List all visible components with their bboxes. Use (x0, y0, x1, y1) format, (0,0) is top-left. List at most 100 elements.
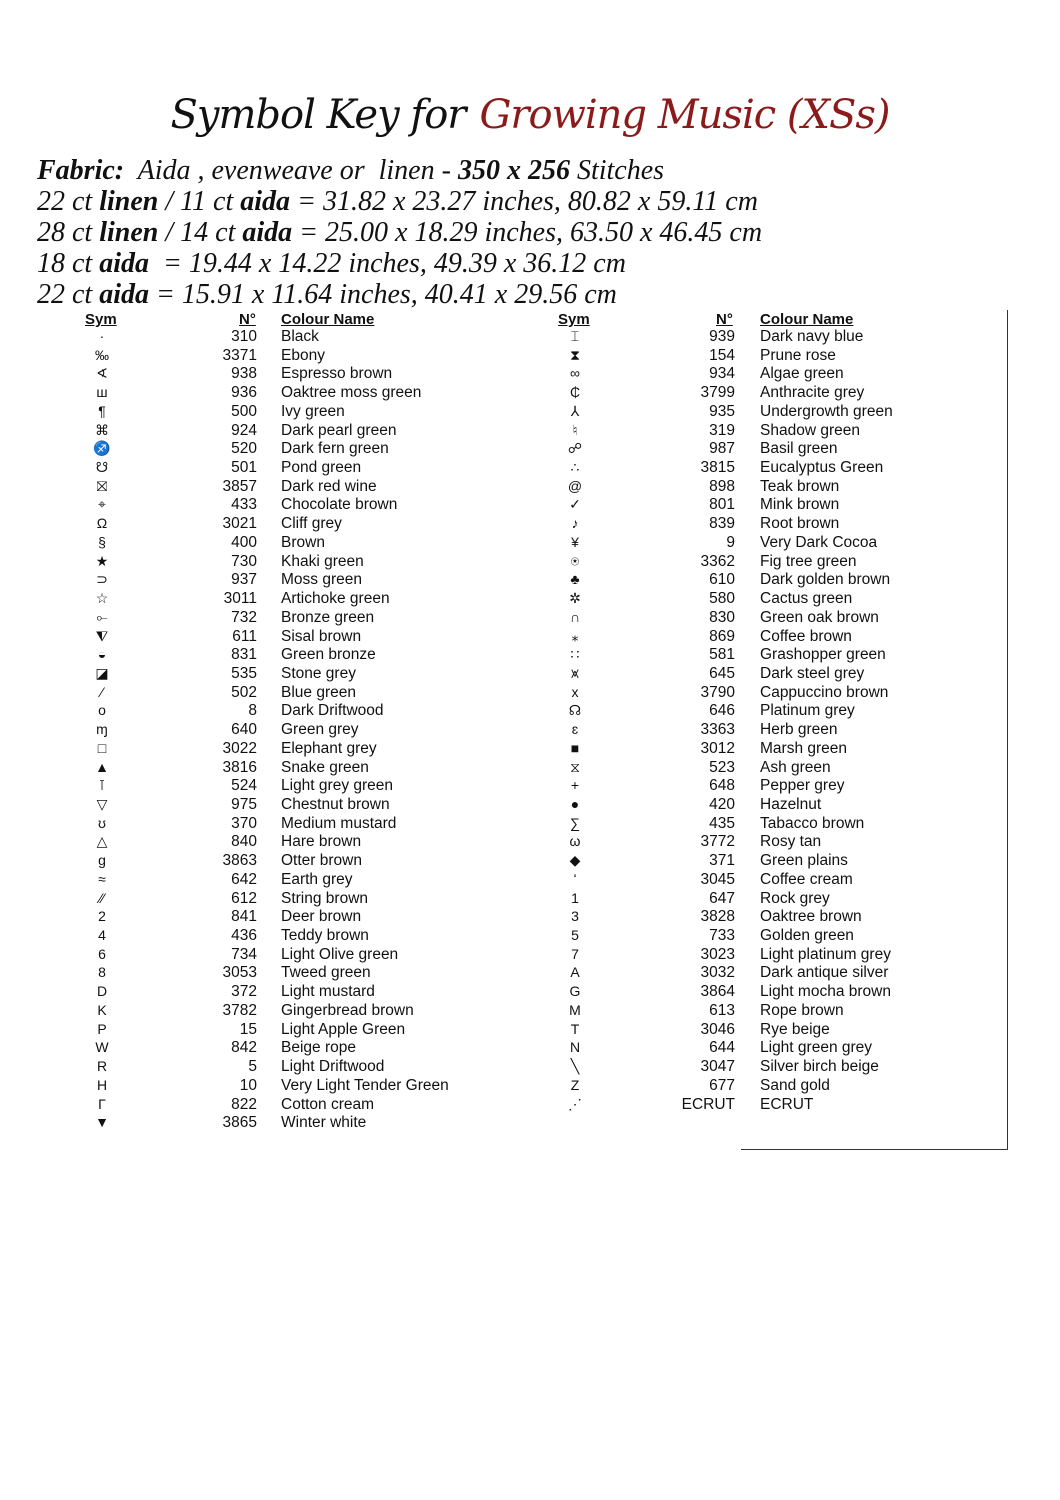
symbol: ♐ (93, 440, 111, 457)
symbol: o (98, 702, 106, 719)
symbol: x (571, 683, 579, 700)
colour-name: Moss green (281, 571, 362, 589)
symbol: ♣ (570, 571, 580, 588)
colour-name: Dark Driftwood (281, 702, 384, 720)
colour-number: 3828 (700, 908, 735, 926)
symbol: M (569, 1001, 581, 1018)
colour-name: Shadow green (760, 421, 860, 439)
symbol: 2 (98, 908, 106, 925)
header-name-right: Colour Name (760, 311, 854, 328)
colour-number: 420 (709, 796, 735, 813)
symbol: D (96, 983, 108, 1000)
symbol: 1 (571, 889, 579, 906)
colour-name: Light mocha brown (760, 983, 891, 1001)
colour-name: Anthracite grey (760, 384, 865, 402)
colour-number: 610 (709, 571, 735, 589)
symbol: 8 (98, 964, 106, 981)
fabric-text: 28 ct (37, 217, 100, 248)
symbol: ╲ (570, 1058, 580, 1075)
symbol: N (569, 1039, 581, 1056)
colour-name: Coffee cream (760, 870, 853, 888)
colour-number: 9 (726, 533, 735, 551)
colour-name: Pond green (281, 459, 362, 477)
colour-number: 3863 (222, 852, 257, 870)
colour-name: Tweed green (281, 964, 371, 982)
colour-name: Mink brown (760, 496, 840, 514)
colour-number: 830 (709, 608, 735, 626)
colour-name: Snake green (281, 758, 369, 776)
symbol: ⌖ (98, 496, 106, 513)
symbol: ⟜ (96, 608, 108, 625)
symbol: ⅄ (570, 402, 580, 419)
colour-name: Grashopper green (760, 646, 886, 664)
symbol: Z (570, 1076, 580, 1093)
colour-number: 523 (709, 758, 735, 776)
colour-number: 644 (709, 1039, 735, 1057)
colour-name: Oaktree moss green (281, 384, 422, 402)
colour-name: Green grey (281, 721, 359, 739)
symbol: H (96, 1076, 108, 1093)
colour-name: Green plains (760, 852, 848, 870)
title-pattern-name: Growing Music (XSs) (479, 92, 890, 138)
symbol: ★ (95, 552, 109, 569)
colour-name: Dark antique silver (760, 964, 889, 982)
colour-number: 3047 (700, 1058, 735, 1076)
colour-number: 822 (231, 1095, 257, 1113)
colour-name: Oaktree brown (760, 908, 862, 926)
symbol: ∢ (96, 365, 108, 382)
colour-number: 580 (709, 590, 735, 608)
symbol: 4 (98, 927, 106, 944)
symbol: ∞ (570, 365, 580, 382)
symbol: P (97, 1020, 107, 1037)
colour-name: Khaki green (281, 552, 364, 570)
symbol: ʊ (98, 814, 106, 831)
symbol: 7 (571, 945, 579, 962)
fabric-line: Fabric: Aida , evenweave or linen - 350 … (37, 155, 664, 186)
colour-number: 936 (231, 384, 257, 402)
colour-name: Rope brown (760, 1001, 844, 1019)
fabric-text: aida (242, 217, 293, 248)
symbol: + (570, 777, 580, 794)
fabric-text: / 14 ct (158, 217, 243, 248)
colour-name: Ivy green (281, 402, 345, 420)
colour-number: 500 (231, 402, 257, 420)
colour-name: Dark red wine (281, 477, 377, 495)
symbol: ▼ (95, 1114, 109, 1131)
colour-name: Green oak brown (760, 608, 879, 626)
fabric-text: 22 ct (37, 279, 100, 310)
symbol: Γ (98, 1095, 106, 1112)
symbol: K (97, 1001, 107, 1018)
colour-name: Dark golden brown (760, 571, 891, 589)
colour-name: Light Olive green (281, 945, 399, 963)
colour-number: 3362 (700, 552, 735, 570)
colour-number: 869 (709, 627, 735, 645)
fabric-text: = 31.82 x 23.27 inches, 80.82 x 59.11 cm (290, 186, 758, 217)
colour-name: Cappuccino brown (760, 683, 889, 701)
symbol: △ (96, 833, 108, 850)
colour-name: Ash green (760, 758, 831, 776)
colour-number: 648 (709, 777, 735, 795)
colour-number: ECRUT (681, 1095, 735, 1113)
fabric-line: 22 ct linen / 11 ct aida = 31.82 x 23.27… (37, 186, 758, 217)
border-line-vertical (1007, 310, 1008, 1150)
colour-number: 5 (248, 1058, 257, 1076)
colour-number: 801 (709, 496, 735, 514)
colour-name: Tabacco brown (760, 814, 865, 832)
symbol: □ (97, 739, 107, 756)
colour-number: 3046 (700, 1020, 735, 1038)
symbol: ⍟ (570, 552, 580, 569)
colour-name: Fig tree green (760, 552, 857, 570)
colour-number: 8 (248, 702, 257, 720)
colour-number: 612 (231, 889, 257, 907)
colour-name: Undergrowth green (760, 402, 893, 420)
symbol: ☆ (95, 590, 109, 607)
colour-number: 841 (231, 908, 257, 926)
colour-number: 613 (709, 1001, 735, 1019)
colour-name: Sand gold (760, 1076, 830, 1094)
symbol: ⁄⁄ (99, 889, 105, 906)
colour-name: Blue green (281, 683, 356, 701)
colour-number: 732 (231, 608, 257, 626)
colour-number: 3053 (222, 964, 257, 982)
colour-name: Sisal brown (281, 627, 362, 645)
colour-name: Light mustard (281, 983, 375, 1001)
